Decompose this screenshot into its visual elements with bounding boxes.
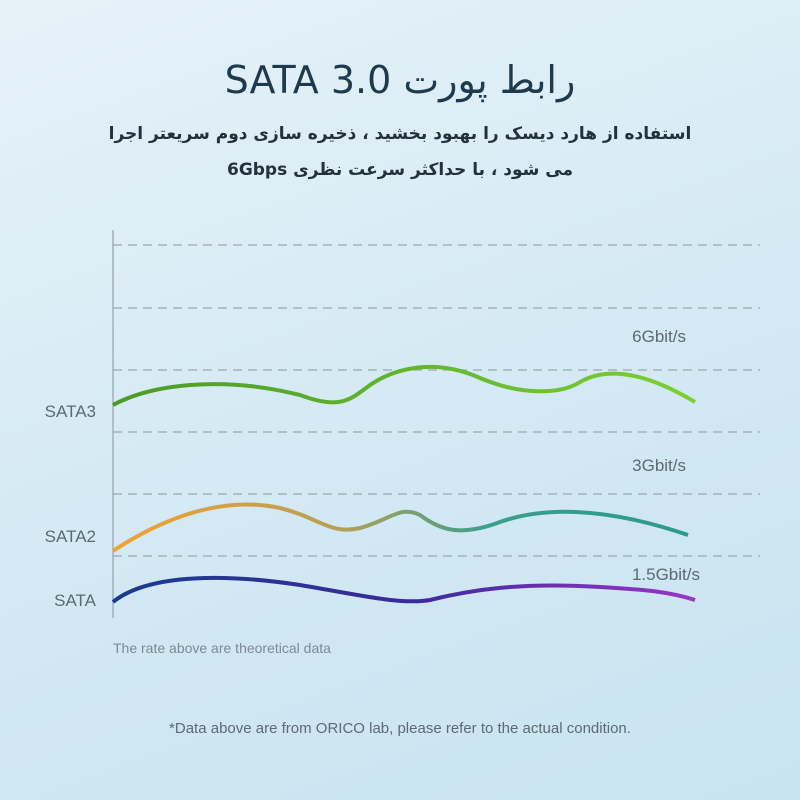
guide-lines — [113, 244, 760, 557]
footnote: *Data above are from ORICO lab, please r… — [169, 720, 631, 737]
note: The rate above are theoretical data — [113, 640, 331, 656]
subtitle-line: استفاده از هارد دیسک را بهبود بخشید ، ذخ… — [108, 124, 692, 144]
sata-curve — [111, 575, 696, 604]
sata2-curve — [111, 502, 689, 553]
label: SATA — [54, 591, 97, 610]
label: SATA3 — [45, 402, 96, 421]
sata3-curve — [112, 364, 697, 407]
speed-label: 1.5Gbit/s — [632, 565, 700, 584]
speed-label: 6Gbit/s — [632, 327, 686, 346]
speed-label: 3Gbit/s — [632, 456, 686, 475]
label: SATA2 — [45, 527, 96, 546]
subtitle-line: می شود ، با حداکثر سرعت نظری 6Gbps — [226, 160, 574, 180]
title: رابط پورت SATA 3.0 — [224, 58, 576, 102]
